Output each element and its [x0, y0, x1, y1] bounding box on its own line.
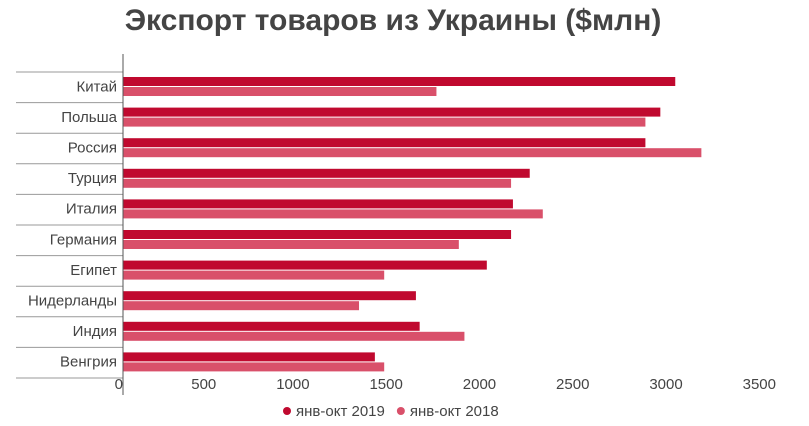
bar [123, 209, 543, 219]
x-tick-label: 500 [191, 376, 216, 393]
bar [123, 148, 702, 158]
legend-label: янв-окт 2018 [410, 403, 499, 420]
y-tick-label: Индия [73, 323, 117, 340]
bar [123, 291, 416, 301]
bar [123, 168, 530, 178]
y-tick-label: Польша [61, 109, 117, 126]
bar [123, 87, 437, 96]
bar [123, 240, 459, 249]
y-tick-label: Египет [70, 262, 117, 279]
x-tick-label: 3500 [743, 376, 776, 393]
x-tick-label: 2000 [463, 376, 496, 393]
x-tick-label: 1500 [369, 376, 402, 393]
bar [123, 301, 360, 311]
bar [123, 331, 465, 341]
bar [123, 77, 676, 86]
bar [123, 362, 385, 372]
bar [123, 270, 385, 280]
y-tick-label: Китай [76, 78, 117, 95]
x-tick-label: 0 [115, 376, 123, 393]
bar [123, 352, 375, 362]
x-tick-label: 1000 [276, 376, 309, 393]
legend-label: янв-окт 2019 [296, 403, 385, 420]
bar [123, 260, 487, 270]
bar [123, 117, 646, 127]
y-tick-label: Венгрия [60, 354, 117, 371]
x-tick-label: 2500 [556, 376, 589, 393]
bar [123, 230, 512, 239]
bar [123, 138, 646, 148]
bar [123, 107, 661, 117]
y-tick-label: Россия [68, 139, 117, 156]
bar [123, 178, 512, 188]
bar [123, 199, 513, 209]
x-tick-label: 3000 [649, 376, 682, 393]
legend-marker [396, 407, 405, 415]
y-tick-label: Турция [68, 170, 117, 187]
y-tick-label: Нидерланды [28, 292, 117, 309]
y-tick-label: Италия [66, 201, 117, 218]
y-tick-label: Германия [50, 231, 117, 248]
chart-title: Экспорт товаров из Украины ($млн) [125, 4, 662, 37]
legend-marker [283, 407, 291, 415]
bar [123, 321, 420, 331]
